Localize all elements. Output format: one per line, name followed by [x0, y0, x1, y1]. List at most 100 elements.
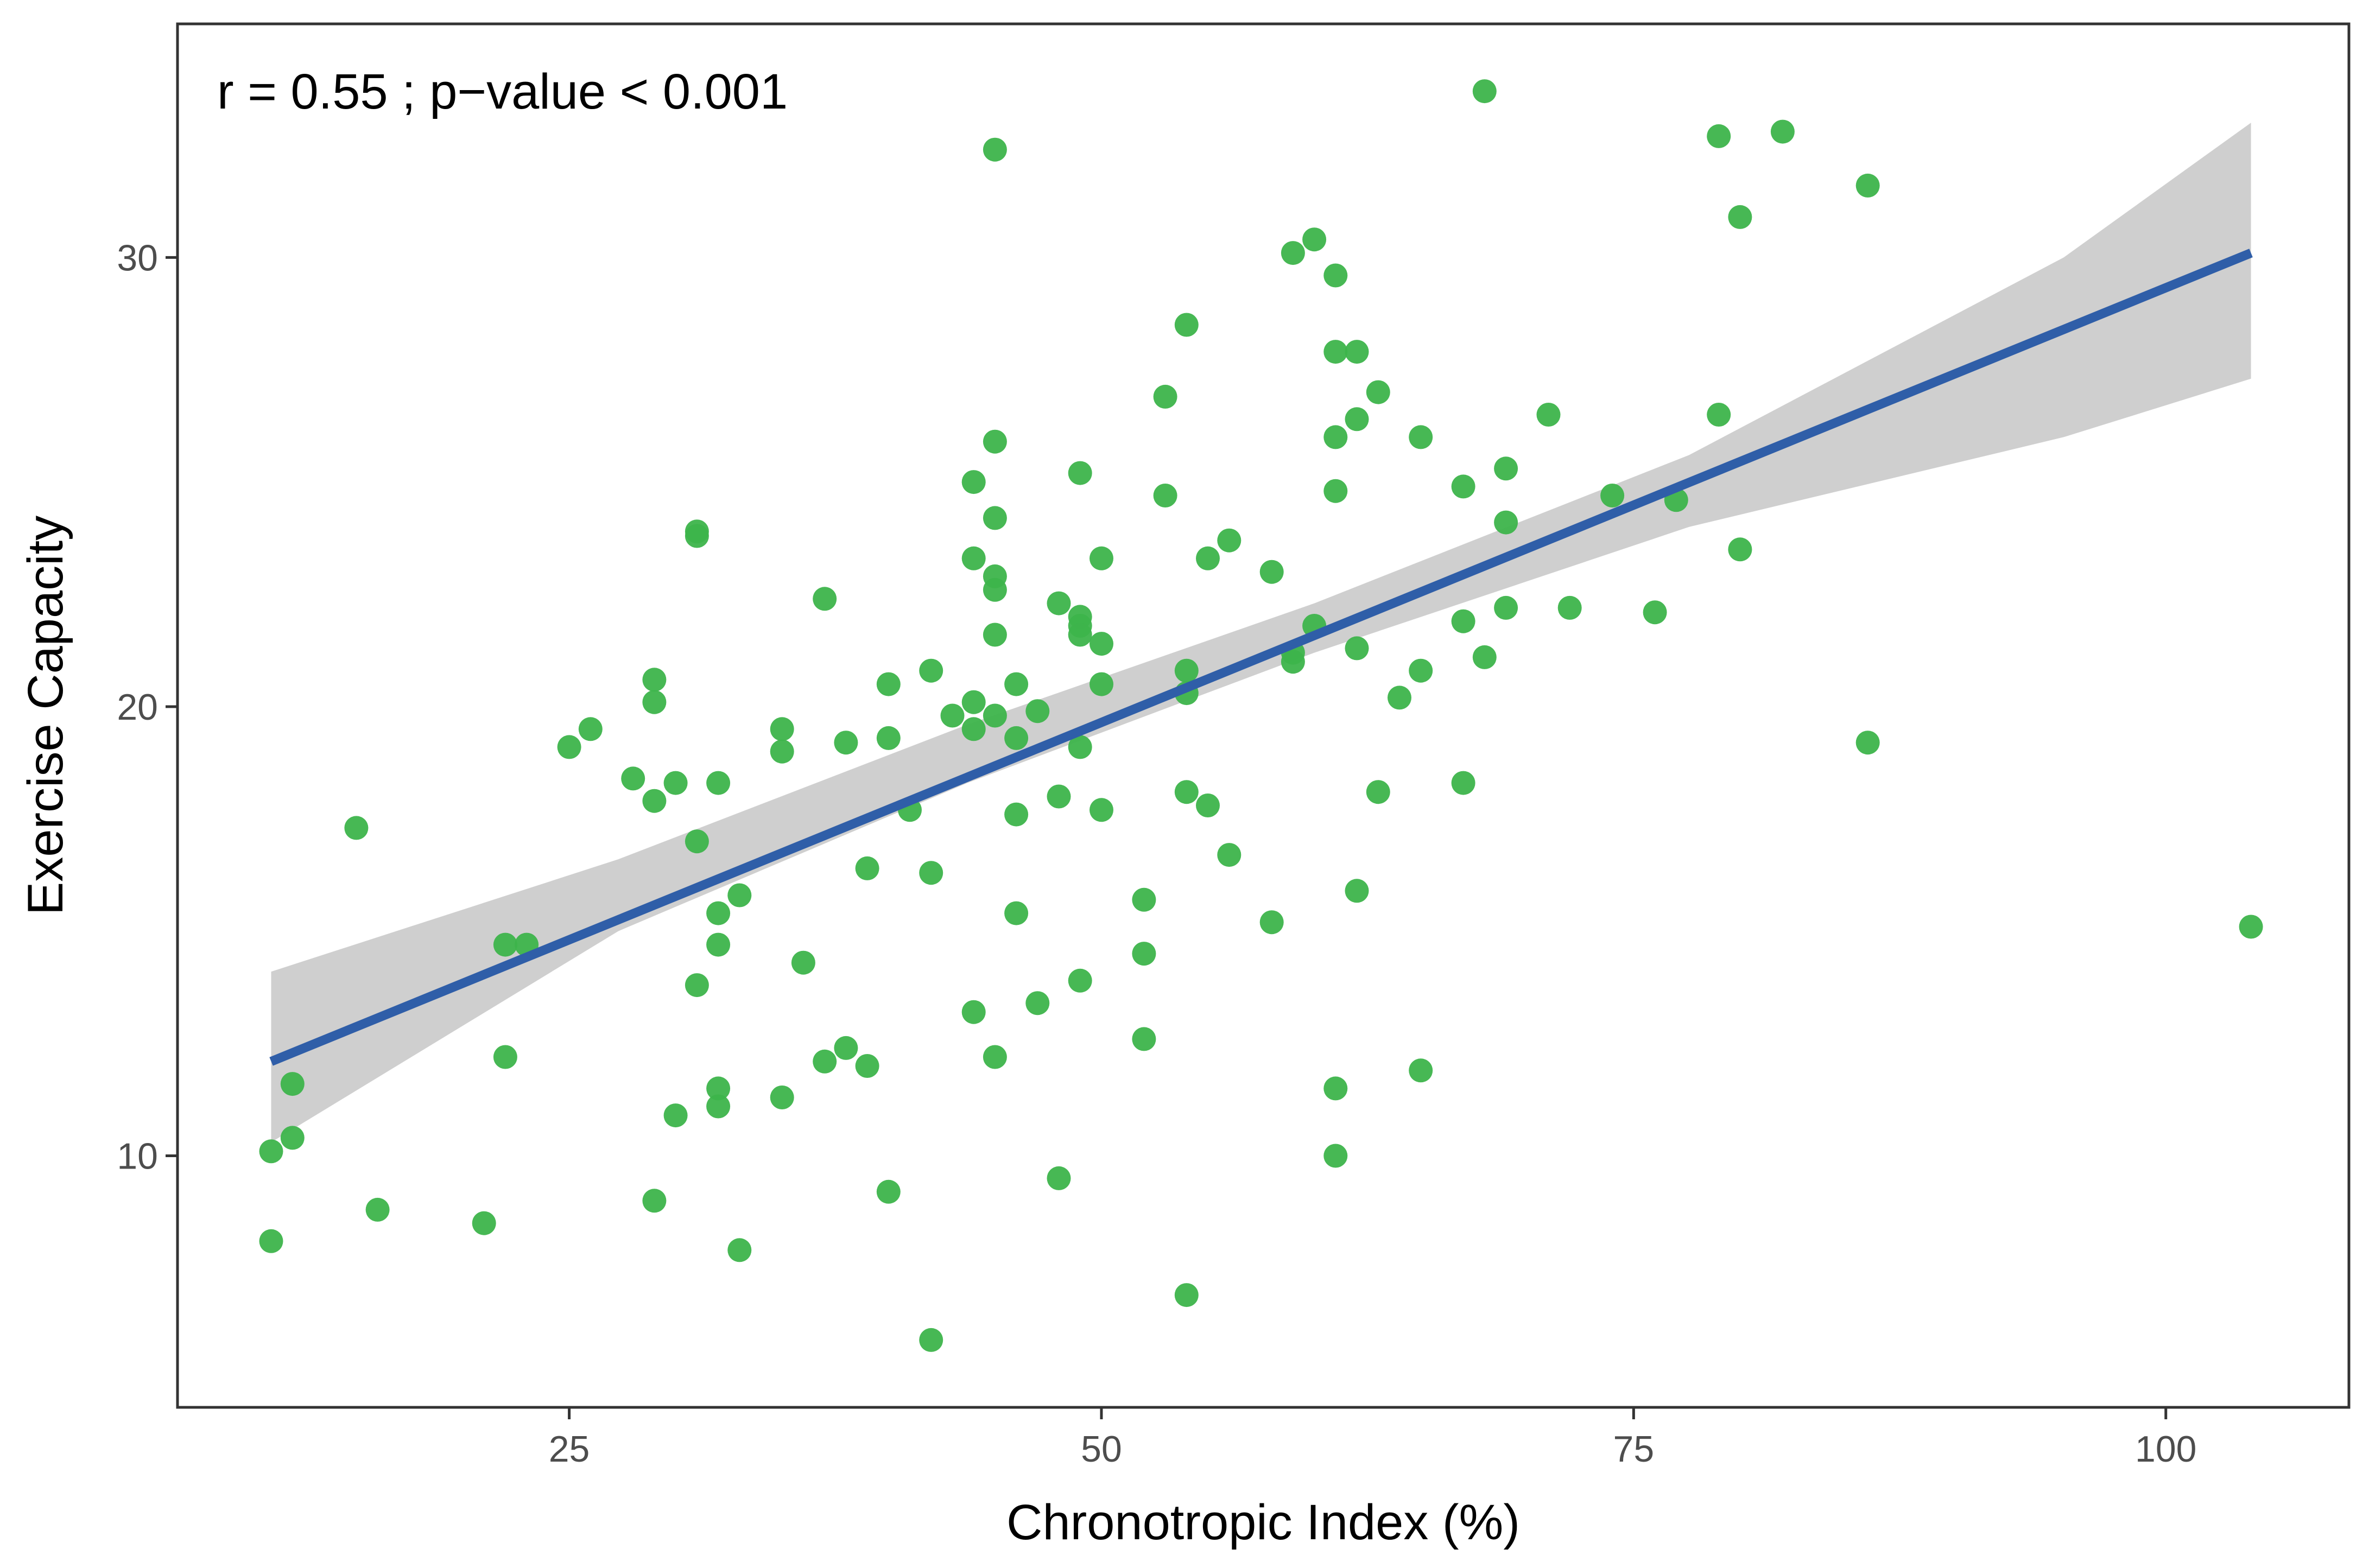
data-point	[642, 668, 667, 692]
data-point	[1132, 1027, 1156, 1051]
data-point	[983, 703, 1007, 728]
y-tick-label: 30	[117, 237, 158, 278]
data-point	[1004, 802, 1029, 827]
data-point	[876, 672, 901, 696]
plot-frame	[176, 22, 2351, 1409]
data-point	[919, 1328, 943, 1352]
data-point	[1174, 780, 1199, 804]
x-tick-label: 50	[1081, 1429, 1122, 1470]
data-point	[1090, 546, 1113, 570]
x-tick-label: 25	[549, 1429, 590, 1470]
data-point	[1707, 403, 1731, 427]
data-point	[813, 587, 837, 611]
data-point	[1409, 658, 1433, 683]
data-point	[983, 137, 1007, 162]
data-point	[1472, 79, 1497, 104]
data-point	[855, 1054, 879, 1078]
data-point	[1302, 227, 1327, 252]
data-point	[1259, 560, 1284, 584]
data-point	[1366, 380, 1390, 404]
data-point	[983, 429, 1007, 454]
data-point	[1494, 510, 1518, 535]
data-point	[344, 816, 369, 840]
data-point	[493, 932, 517, 957]
data-point	[1323, 263, 1348, 288]
y-axis-title: Exercise Capacity	[18, 516, 73, 915]
data-point	[1132, 942, 1156, 966]
data-point	[1323, 1076, 1348, 1101]
data-point	[1388, 685, 1411, 710]
data-point	[1366, 780, 1390, 804]
data-point	[1494, 456, 1518, 481]
data-point	[1090, 798, 1113, 822]
data-point	[1196, 546, 1220, 570]
data-point	[1047, 1166, 1071, 1190]
data-point	[983, 506, 1007, 530]
data-point	[876, 1179, 901, 1204]
data-point	[1090, 672, 1113, 696]
x-axis: 25 50 75 100	[549, 1407, 2196, 1470]
data-point	[961, 690, 986, 714]
data-point	[685, 973, 709, 998]
data-point	[1728, 537, 1752, 562]
data-point	[1600, 484, 1625, 507]
data-point	[493, 1045, 517, 1069]
data-point	[642, 789, 667, 813]
data-point	[961, 1000, 986, 1024]
data-point	[1451, 771, 1475, 795]
data-point	[961, 470, 986, 494]
data-point	[1025, 699, 1050, 723]
data-point	[280, 1072, 305, 1096]
data-point	[770, 739, 794, 764]
data-point	[280, 1126, 305, 1150]
data-point	[727, 883, 752, 907]
x-tick-label: 75	[1613, 1429, 1655, 1470]
data-point	[1323, 479, 1348, 503]
data-point	[1494, 595, 1518, 620]
data-point	[940, 703, 965, 728]
data-point	[1047, 591, 1071, 615]
data-point	[685, 524, 709, 548]
data-point	[1855, 173, 1880, 198]
data-point	[1770, 119, 1795, 144]
data-point	[727, 1238, 752, 1262]
data-point	[1557, 595, 1582, 620]
y-tick-label: 20	[117, 687, 158, 728]
data-point	[1217, 843, 1241, 867]
data-point	[1025, 991, 1050, 1015]
data-point	[961, 717, 986, 741]
data-point	[1323, 425, 1348, 449]
regression-line	[269, 249, 2253, 1066]
data-point	[855, 856, 879, 880]
data-point	[1174, 1283, 1199, 1307]
data-point	[621, 766, 645, 791]
data-point	[1068, 461, 1092, 485]
data-point	[685, 829, 709, 854]
data-point	[1345, 340, 1369, 364]
data-point	[1451, 474, 1475, 499]
data-point	[706, 771, 731, 795]
data-point	[834, 731, 858, 755]
data-point	[919, 861, 943, 885]
data-point	[813, 1049, 837, 1074]
confidence-band-layer	[271, 123, 2251, 1142]
data-point	[1090, 632, 1113, 656]
data-point	[365, 1197, 390, 1222]
data-point	[1259, 910, 1284, 935]
data-point	[1004, 726, 1029, 750]
data-point	[1409, 425, 1433, 449]
data-point	[1345, 879, 1369, 903]
data-point	[1068, 623, 1092, 647]
fit-line-layer	[269, 249, 2253, 1066]
data-points-layer	[259, 79, 2263, 1352]
data-point	[1409, 1058, 1433, 1083]
data-point	[557, 735, 581, 759]
data-point	[1855, 731, 1880, 755]
data-point	[770, 1085, 794, 1109]
data-point	[706, 1094, 731, 1119]
data-point	[663, 1103, 688, 1128]
data-point	[1004, 901, 1029, 925]
data-point	[663, 771, 688, 795]
data-point	[1217, 528, 1241, 553]
data-point	[706, 932, 731, 957]
